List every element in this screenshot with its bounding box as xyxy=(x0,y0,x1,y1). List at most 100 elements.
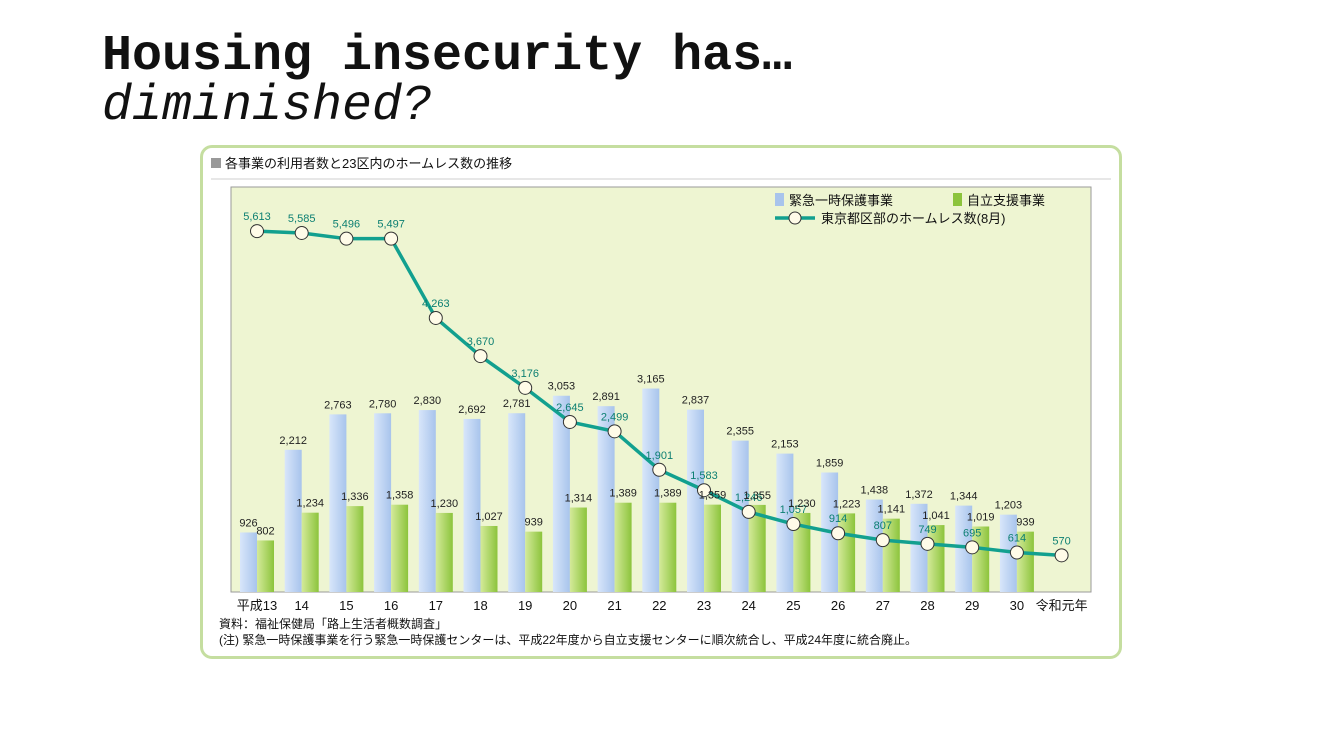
homeless-label-14: 807 xyxy=(874,520,892,532)
bar-emergency-15 xyxy=(910,503,928,592)
label-support-12: 1,230 xyxy=(788,498,816,510)
bar-support-9 xyxy=(659,502,677,592)
homeless-label-16: 695 xyxy=(963,527,981,539)
bar-emergency-16 xyxy=(955,505,973,592)
label-support-14: 1,141 xyxy=(878,504,906,516)
x-tick-label-9: 22 xyxy=(652,598,666,613)
label-support-16: 1,019 xyxy=(967,511,995,523)
homeless-label-0: 5,613 xyxy=(243,211,271,223)
label-support-13: 1,223 xyxy=(833,498,861,510)
slide-title: Housing insecurity has… diminished? xyxy=(102,32,792,132)
label-support-6: 939 xyxy=(525,517,543,529)
legend-swatch-bar1 xyxy=(775,193,784,206)
homeless-label-3: 5,497 xyxy=(377,219,405,231)
homeless-point-12 xyxy=(786,517,801,532)
homeless-label-10: 1,583 xyxy=(690,470,718,482)
homeless-point-16 xyxy=(965,540,980,555)
homeless-point-8 xyxy=(607,424,622,439)
label-emergency-7: 3,053 xyxy=(548,381,576,393)
label-support-4: 1,230 xyxy=(431,498,459,510)
homeless-point-11 xyxy=(741,504,756,519)
label-emergency-3: 2,780 xyxy=(369,398,397,410)
label-emergency-6: 2,781 xyxy=(503,398,531,410)
x-tick-label-4: 17 xyxy=(429,598,443,613)
bar-emergency-6 xyxy=(508,413,526,592)
bar-support-6 xyxy=(525,531,543,592)
homeless-point-14 xyxy=(875,533,890,548)
label-support-1: 1,234 xyxy=(296,498,324,510)
x-tick-label-14: 27 xyxy=(876,598,890,613)
label-emergency-12: 2,153 xyxy=(771,439,799,451)
homeless-point-4 xyxy=(428,310,443,325)
legend-swatch-bar2 xyxy=(953,193,962,206)
label-support-9: 1,389 xyxy=(654,488,682,500)
label-emergency-2: 2,763 xyxy=(324,399,352,411)
homeless-label-15: 749 xyxy=(918,524,936,536)
homeless-label-1: 5,585 xyxy=(288,213,316,225)
label-support-3: 1,358 xyxy=(386,490,414,502)
x-tick-label-10: 23 xyxy=(697,598,711,613)
label-emergency-10: 2,837 xyxy=(682,395,710,407)
bar-support-0 xyxy=(257,540,274,592)
x-tick-label-12: 25 xyxy=(786,598,800,613)
homeless-point-18 xyxy=(1054,548,1069,563)
legend-label-bar2: 自立支援事業 xyxy=(967,193,1045,208)
homeless-label-4: 4,263 xyxy=(422,298,450,310)
label-emergency-17: 1,203 xyxy=(995,500,1023,512)
bar-support-2 xyxy=(346,506,364,592)
label-support-10: 1,359 xyxy=(699,490,727,502)
homeless-point-13 xyxy=(831,526,846,541)
x-tick-label-13: 26 xyxy=(831,598,845,613)
legend-marker-line xyxy=(788,211,802,225)
label-emergency-14: 1,438 xyxy=(861,485,889,497)
label-support-17: 939 xyxy=(1016,517,1034,529)
homeless-point-5 xyxy=(473,349,488,364)
bar-support-5 xyxy=(480,525,498,592)
x-tick-label-8: 21 xyxy=(607,598,621,613)
label-emergency-16: 1,344 xyxy=(950,491,978,503)
label-support-11: 1,355 xyxy=(743,490,771,502)
label-support-15: 1,041 xyxy=(922,510,950,522)
slide-title-line1: Housing insecurity has… xyxy=(102,28,793,85)
bar-support-3 xyxy=(391,504,409,592)
x-tick-label-18: 令和元年 xyxy=(1036,598,1088,613)
chart-svg: 各事業の利用者数と23区内のホームレス数の推移 緊急一時保護事業 自立支援事業 … xyxy=(211,156,1111,647)
footnote: (注) 緊急一時保護事業を行う緊急一時保護センターは、平成22年度から自立支援セ… xyxy=(219,632,917,647)
bar-support-1 xyxy=(301,512,319,592)
x-tick-label-17: 30 xyxy=(1010,598,1024,613)
title-square xyxy=(211,158,221,168)
bar-support-11 xyxy=(748,504,766,592)
label-emergency-9: 3,165 xyxy=(637,374,665,386)
legend: 緊急一時保護事業 自立支援事業 東京都区部のホームレス数(8月) xyxy=(775,193,1045,226)
x-tick-label-16: 29 xyxy=(965,598,979,613)
x-tick-label-6: 19 xyxy=(518,598,532,613)
bar-support-12 xyxy=(793,512,811,592)
legend-label-line: 東京都区部のホームレス数(8月) xyxy=(821,211,1006,226)
line-layer: 5,613 5,585 5,496 5,497 4,263 3,670 3,176 2,645… xyxy=(243,211,1071,563)
x-tick-label-15: 28 xyxy=(920,598,934,613)
x-tick-label-11: 24 xyxy=(741,598,755,613)
homeless-point-17 xyxy=(1009,545,1024,560)
x-tick-label-5: 18 xyxy=(473,598,487,613)
label-support-8: 1,389 xyxy=(609,488,637,500)
label-emergency-4: 2,830 xyxy=(414,395,442,407)
homeless-point-9 xyxy=(652,462,667,477)
chart-frame: 各事業の利用者数と23区内のホームレス数の推移 緊急一時保護事業 自立支援事業 … xyxy=(200,145,1122,659)
bar-support-8 xyxy=(614,502,632,592)
label-emergency-0: 926 xyxy=(239,517,257,529)
x-tick-label-7: 20 xyxy=(563,598,577,613)
homeless-label-6: 3,176 xyxy=(511,368,539,380)
bar-support-10 xyxy=(704,504,721,592)
bar-emergency-3 xyxy=(374,413,392,592)
bars-layer xyxy=(240,388,1034,592)
label-emergency-8: 2,891 xyxy=(592,391,620,403)
x-tick-label-2: 15 xyxy=(339,598,353,613)
x-tick-label-0: 平成13 xyxy=(237,598,277,613)
bar-emergency-0 xyxy=(240,532,257,592)
label-support-2: 1,336 xyxy=(341,491,369,503)
bar-emergency-10 xyxy=(687,409,704,592)
x-tick-label-1: 14 xyxy=(294,598,308,613)
homeless-label-7: 2,645 xyxy=(556,402,584,414)
label-support-5: 1,027 xyxy=(475,511,503,523)
